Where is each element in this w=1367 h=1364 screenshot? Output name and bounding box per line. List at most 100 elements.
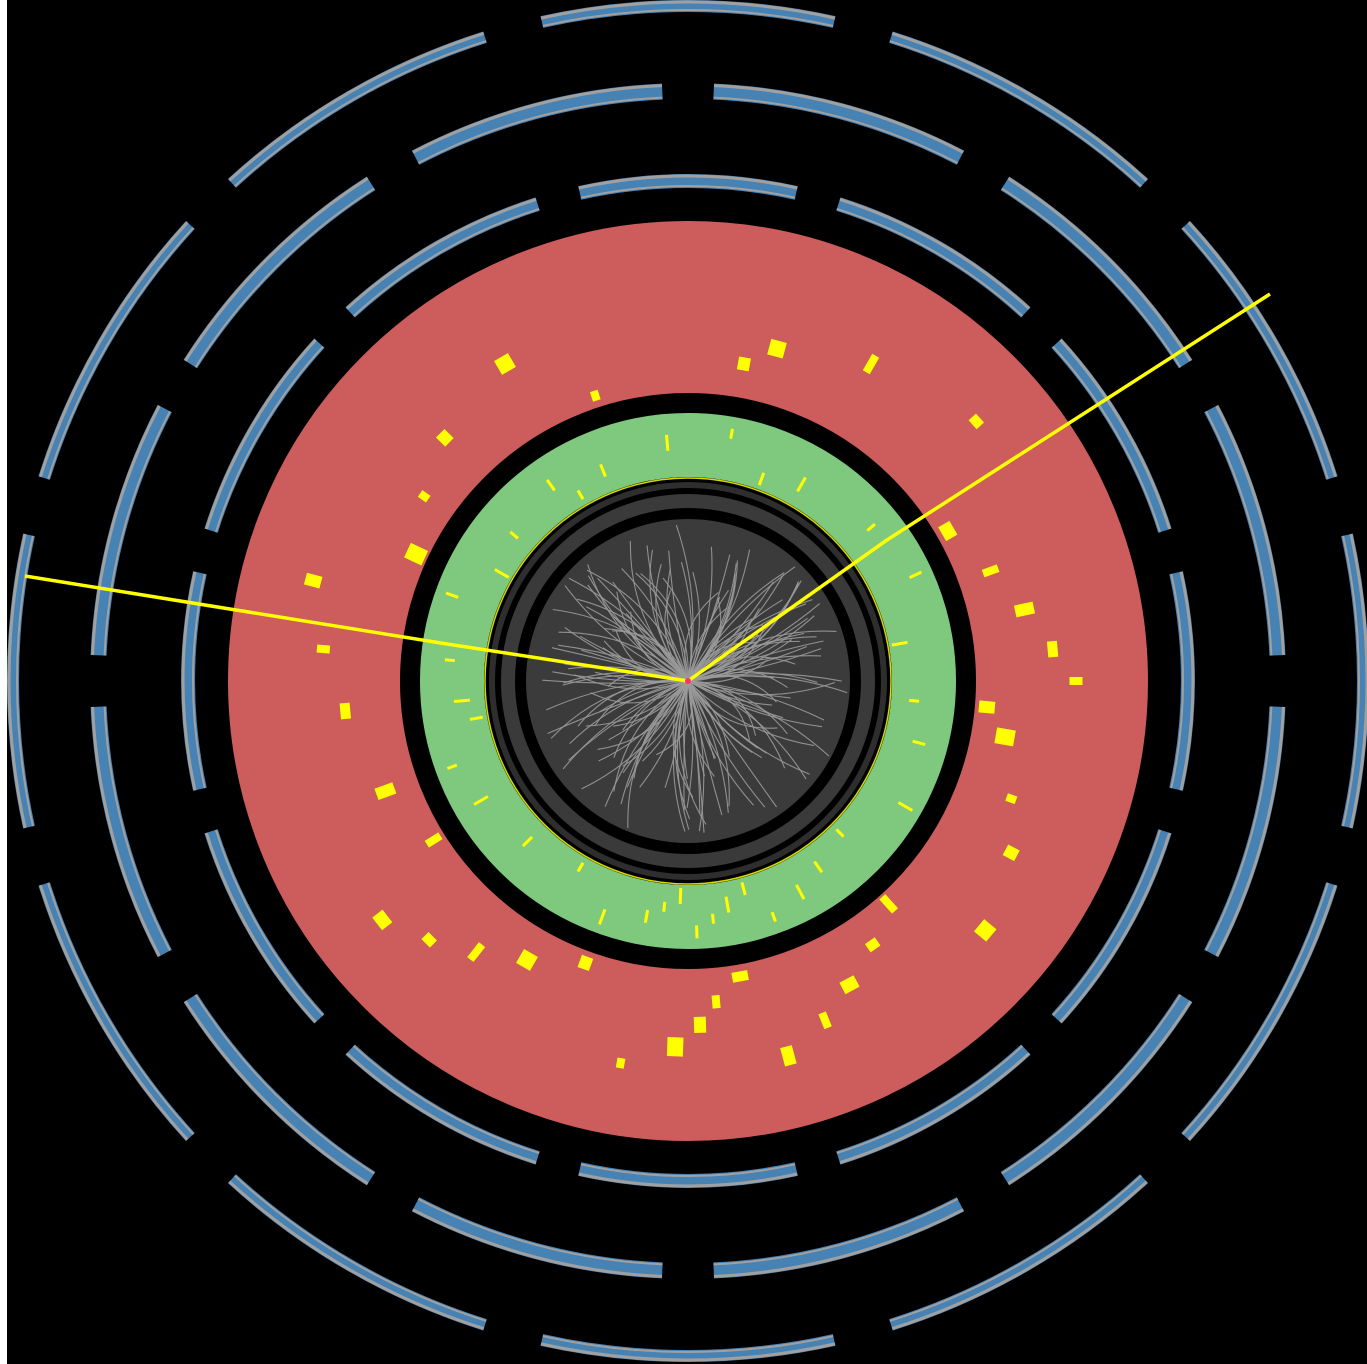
muon-chamber-edge [191, 573, 206, 789]
track-line [687, 607, 728, 682]
energy-deposit [912, 739, 926, 747]
muon-chamber-edge [181, 571, 197, 791]
energy-deposit [666, 1037, 684, 1057]
muon-chamber-segment [411, 1197, 663, 1279]
muon-chamber-edge [412, 1208, 663, 1278]
energy-deposit [1002, 844, 1020, 862]
muon-chamber-edge [1179, 571, 1195, 791]
muon-chamber-edge [1205, 706, 1273, 952]
track-line [687, 566, 796, 682]
muon-chamber-edge [103, 410, 171, 656]
muon-chamber-segment [227, 1174, 487, 1331]
energy-deposit [981, 564, 1000, 578]
energy-deposit [724, 896, 731, 913]
track-line [552, 671, 689, 683]
muon-chamber-segment [889, 1174, 1149, 1331]
energy-deposit [598, 908, 607, 925]
track-line [687, 572, 785, 682]
muon-chamber-edge [713, 84, 964, 154]
energy-deposit [424, 832, 443, 848]
track-line [568, 577, 689, 682]
muon-chamber-segment [1181, 882, 1338, 1142]
muon-track-left [24, 574, 689, 683]
energy-deposit [994, 727, 1016, 747]
muon-chamber-edge [345, 1052, 537, 1165]
energy-deposit [576, 489, 585, 500]
energy-deposit [879, 894, 899, 914]
muon-chamber-edge [412, 84, 663, 154]
track-line [587, 564, 689, 682]
muon-chamber-segment [540, 0, 836, 28]
track-line [616, 591, 689, 682]
energy-deposit [908, 698, 920, 703]
muon-chamber-edge [1349, 533, 1367, 829]
muon-chamber-edge [1215, 405, 1285, 656]
muon-chamber-segment [1051, 829, 1172, 1024]
track-line [687, 633, 759, 682]
energy-deposit [303, 572, 323, 589]
muon-chamber-edge [1059, 832, 1172, 1024]
muon-chamber-edge [417, 1198, 663, 1266]
track-line [672, 680, 694, 798]
muon-chamber-edge [234, 40, 487, 188]
muon-chamber-edge [194, 994, 375, 1175]
track-line [604, 680, 689, 807]
energy-deposit [1069, 677, 1083, 685]
event-display-canvas [7, 0, 1367, 1364]
track-line [562, 680, 689, 770]
energy-deposit [516, 948, 538, 971]
track-line [687, 571, 700, 682]
track-line [621, 568, 689, 682]
muon-chamber-segment [1000, 993, 1193, 1186]
track-line [687, 680, 729, 813]
track-line [597, 577, 689, 682]
muon-chamber-edge [580, 1163, 796, 1178]
track-line [639, 680, 689, 788]
track-line [687, 680, 836, 696]
muon-chamber-edge [47, 882, 195, 1135]
muon-chamber-edge [580, 184, 796, 199]
energy-deposit [444, 658, 456, 663]
muon-chamber-edge [91, 405, 161, 656]
muon-chamber-segment [204, 338, 325, 533]
muon-chamber-segment [345, 197, 540, 318]
energy-deposit [1005, 793, 1018, 805]
muon-chamber-edge [38, 884, 189, 1141]
track-line [687, 675, 848, 694]
track-line [668, 550, 689, 682]
track-line [547, 680, 689, 735]
track-line [687, 680, 716, 759]
muon-chamber-edge [1001, 994, 1182, 1175]
muon-chamber-segment [889, 31, 1149, 188]
muon-chamber-segment [38, 882, 195, 1142]
track-line [586, 606, 689, 682]
energy-deposit [446, 763, 458, 770]
muon-chamber-segment [1000, 176, 1193, 369]
energy-deposit [678, 887, 683, 904]
muon-chamber-edge [1181, 882, 1329, 1135]
muon-chamber-segment [181, 571, 207, 791]
muon-chamber-edge [542, 1335, 834, 1353]
muon-chamber-edge [1187, 221, 1338, 478]
energy-deposit [813, 860, 824, 874]
energy-deposit [372, 909, 393, 931]
muon-chamber-segment [578, 174, 798, 200]
track-line [558, 631, 689, 682]
muon-chamber-edge [184, 1000, 369, 1185]
energy-deposit [796, 476, 807, 493]
muon-chamber-edge [578, 1172, 798, 1188]
track-line [687, 546, 713, 682]
muon-chamber-edge [889, 40, 1142, 188]
energy-deposit [589, 389, 601, 402]
track-line [576, 598, 689, 682]
vertex-dot [685, 678, 691, 684]
energy-deposit [693, 1016, 707, 1034]
energy-deposit [710, 913, 716, 924]
energy-deposit [1046, 640, 1059, 658]
muon-chamber-segment [90, 404, 172, 656]
energy-deposit [643, 909, 650, 924]
muon-chamber-edge [1052, 829, 1162, 1017]
energy-deposit [711, 994, 721, 1009]
tracker-outer-ring [489, 482, 887, 880]
muon-chamber-edge [1059, 338, 1172, 530]
